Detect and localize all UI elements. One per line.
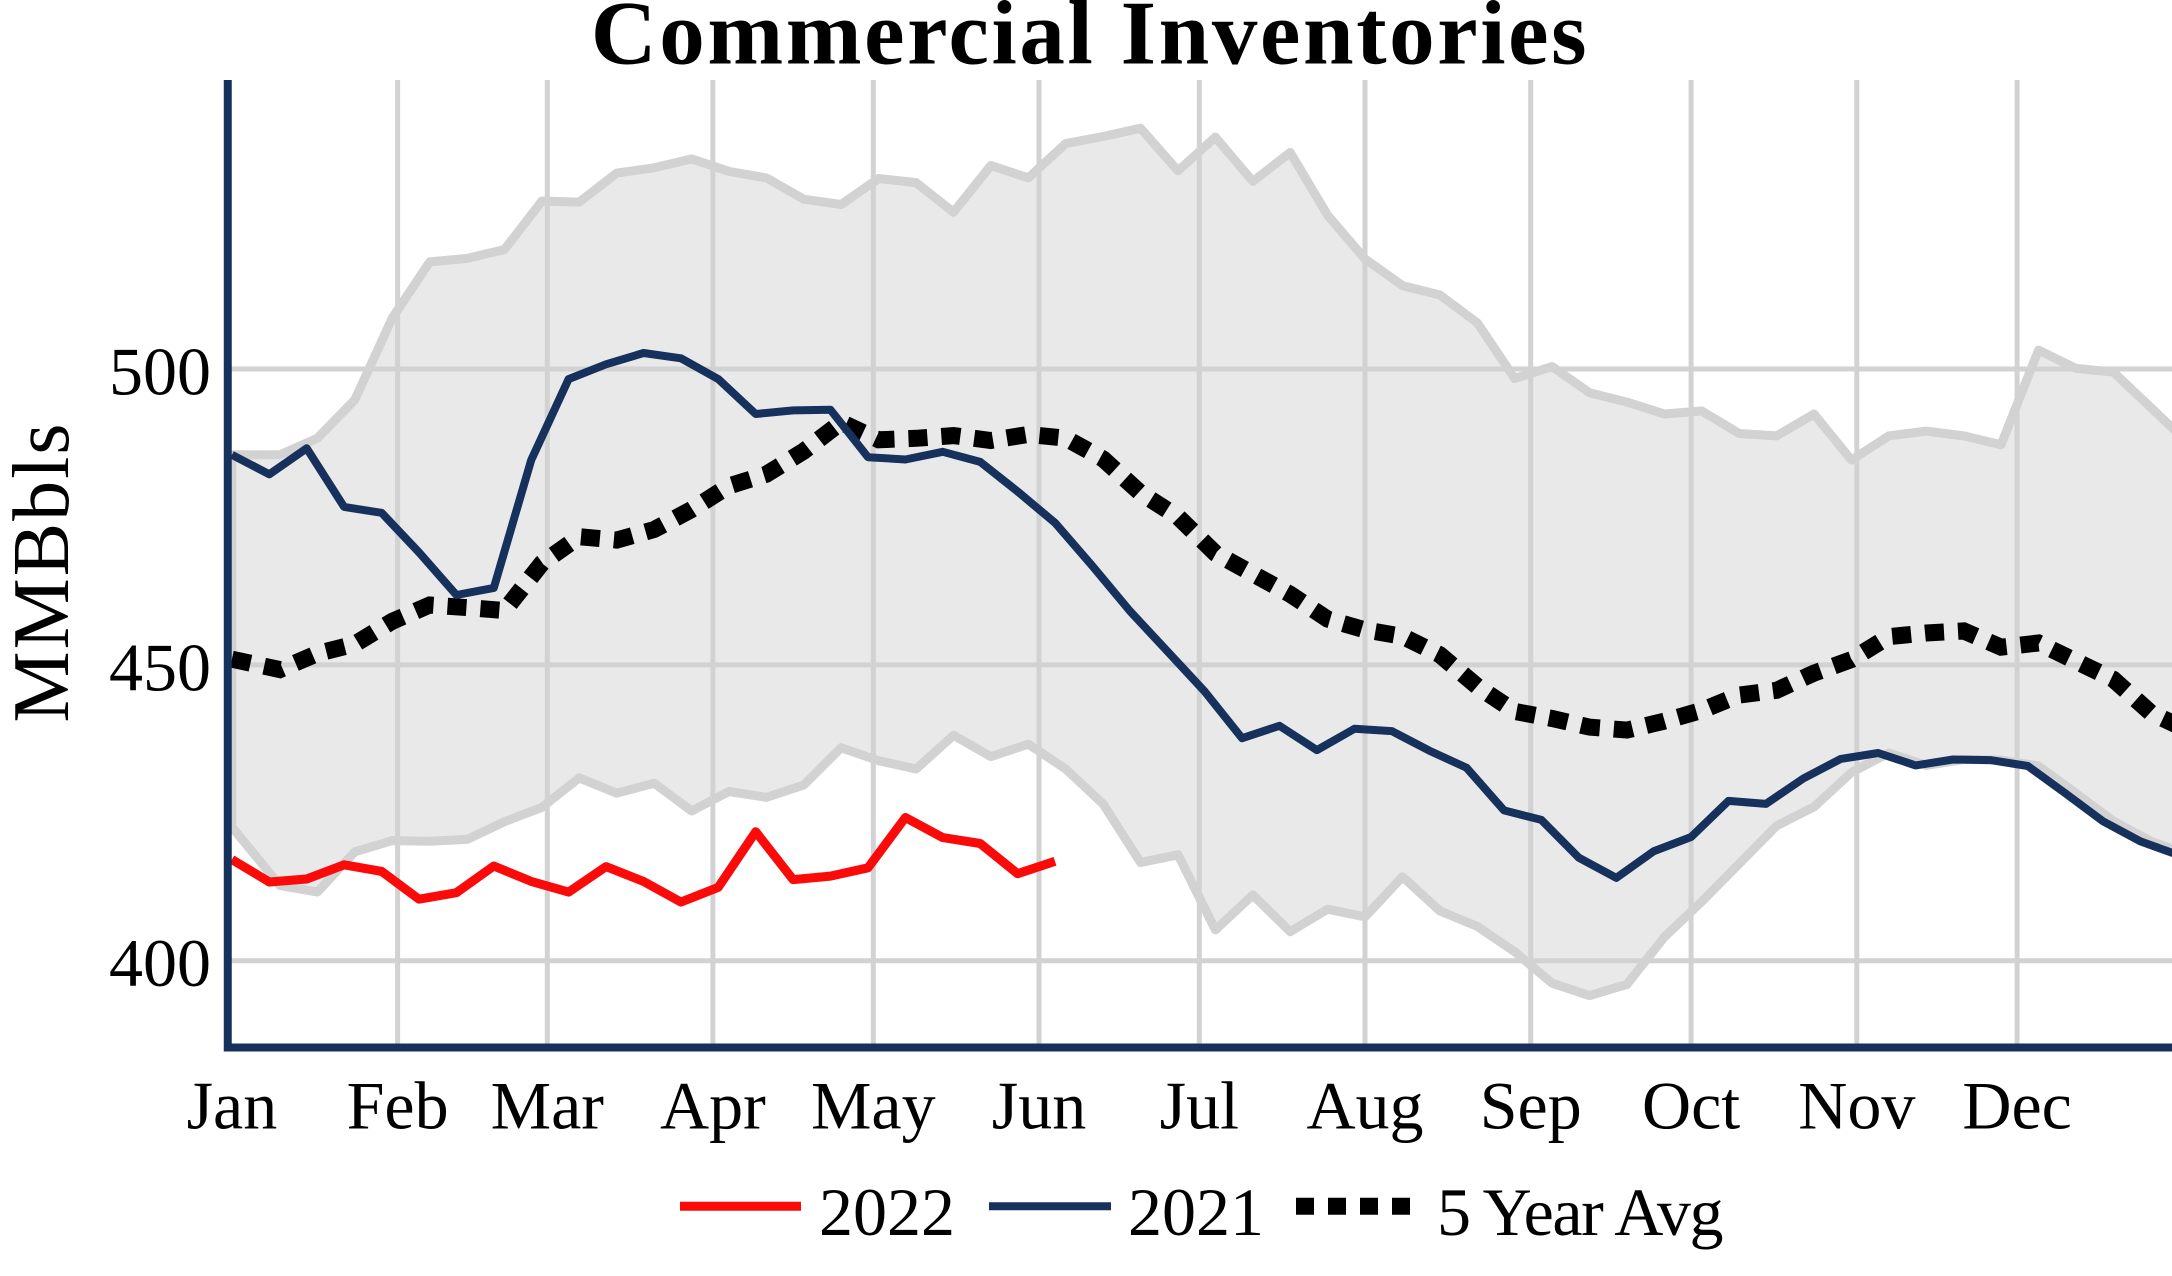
svg-text:Apr: Apr [660,1067,766,1143]
svg-text:Aug: Aug [1306,1067,1423,1143]
svg-text:Dec: Dec [1962,1067,2071,1143]
svg-text:400: 400 [109,925,211,1001]
svg-text:Jan: Jan [187,1067,278,1143]
svg-text:5 Year Avg: 5 Year Avg [1437,1174,1722,1250]
svg-text:2022: 2022 [819,1174,955,1250]
svg-text:Jun: Jun [992,1067,1086,1143]
svg-text:Sep: Sep [1480,1067,1582,1143]
svg-text:2021: 2021 [1128,1174,1264,1250]
svg-text:450: 450 [109,629,211,705]
svg-text:Commercial Inventories: Commercial Inventories [591,0,1589,84]
svg-text:May: May [811,1067,936,1143]
svg-text:MMBbls: MMBbls [0,422,86,723]
svg-text:Nov: Nov [1798,1067,1915,1143]
svg-text:Oct: Oct [1642,1067,1740,1143]
svg-text:Jul: Jul [1160,1067,1239,1143]
svg-text:Mar: Mar [491,1067,605,1143]
svg-text:500: 500 [109,334,211,410]
svg-text:Feb: Feb [347,1067,449,1143]
